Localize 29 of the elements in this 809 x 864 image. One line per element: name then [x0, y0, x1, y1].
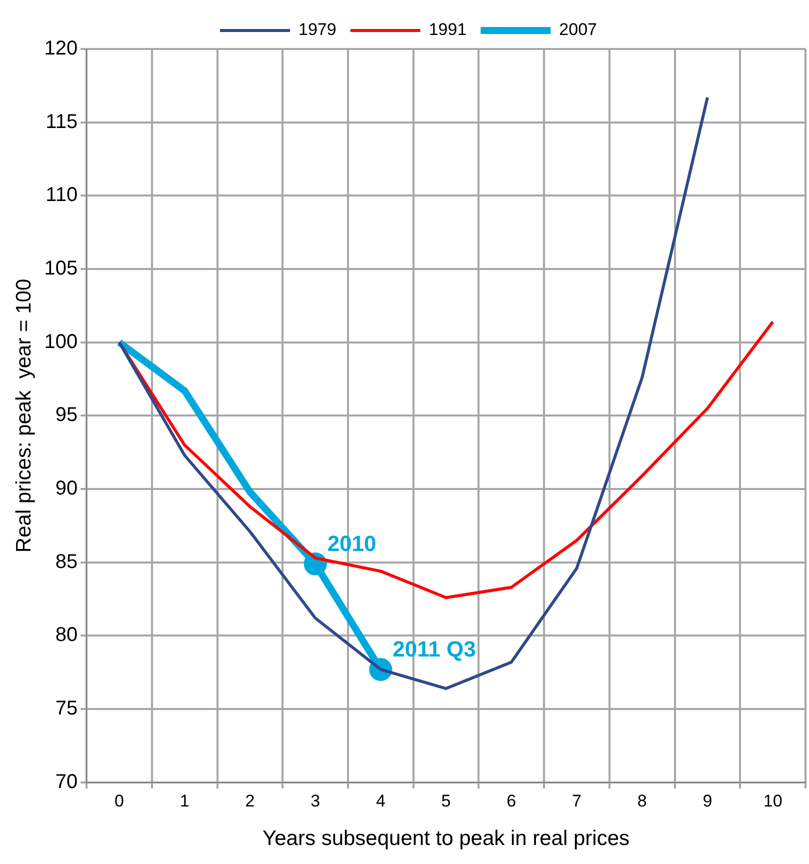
x-tick-label: 2 — [245, 791, 255, 810]
y-axis-title: Real prices: peak year = 100 — [12, 278, 36, 553]
legend-label: 2007 — [559, 20, 597, 40]
y-tick-label: 75 — [55, 698, 78, 720]
legend-label: 1979 — [298, 20, 336, 40]
annotation: 2011 Q3 — [392, 636, 476, 662]
x-tick-label: 6 — [506, 791, 516, 810]
y-tick-label: 105 — [44, 258, 78, 280]
y-tick-label: 80 — [55, 624, 78, 646]
y-tick-label: 85 — [55, 550, 78, 573]
x-tick-label: 8 — [637, 791, 647, 810]
annotation: 2010 — [327, 530, 376, 556]
y-tick-label: 90 — [55, 478, 78, 500]
legend-label: 1991 — [428, 20, 467, 40]
y-tick-label: 70 — [55, 770, 78, 793]
y-tick-label: 115 — [46, 110, 78, 133]
x-tick-label: 10 — [763, 791, 782, 810]
x-tick-label: 7 — [572, 791, 582, 810]
x-tick-label: 1 — [180, 791, 190, 810]
x-tick-label: 0 — [114, 791, 124, 810]
x-tick-label: 3 — [310, 791, 320, 810]
y-tick-label: 120 — [44, 38, 78, 60]
x-tick-label: 9 — [702, 791, 712, 810]
y-tick-label: 100 — [44, 330, 78, 353]
x-tick-label: 5 — [441, 791, 451, 810]
x-axis-title: Years subsequent to peak in real prices — [262, 827, 630, 850]
y-tick-label: 95 — [55, 404, 78, 426]
x-tick-label: 4 — [376, 791, 386, 810]
y-tick-label: 110 — [46, 184, 78, 206]
